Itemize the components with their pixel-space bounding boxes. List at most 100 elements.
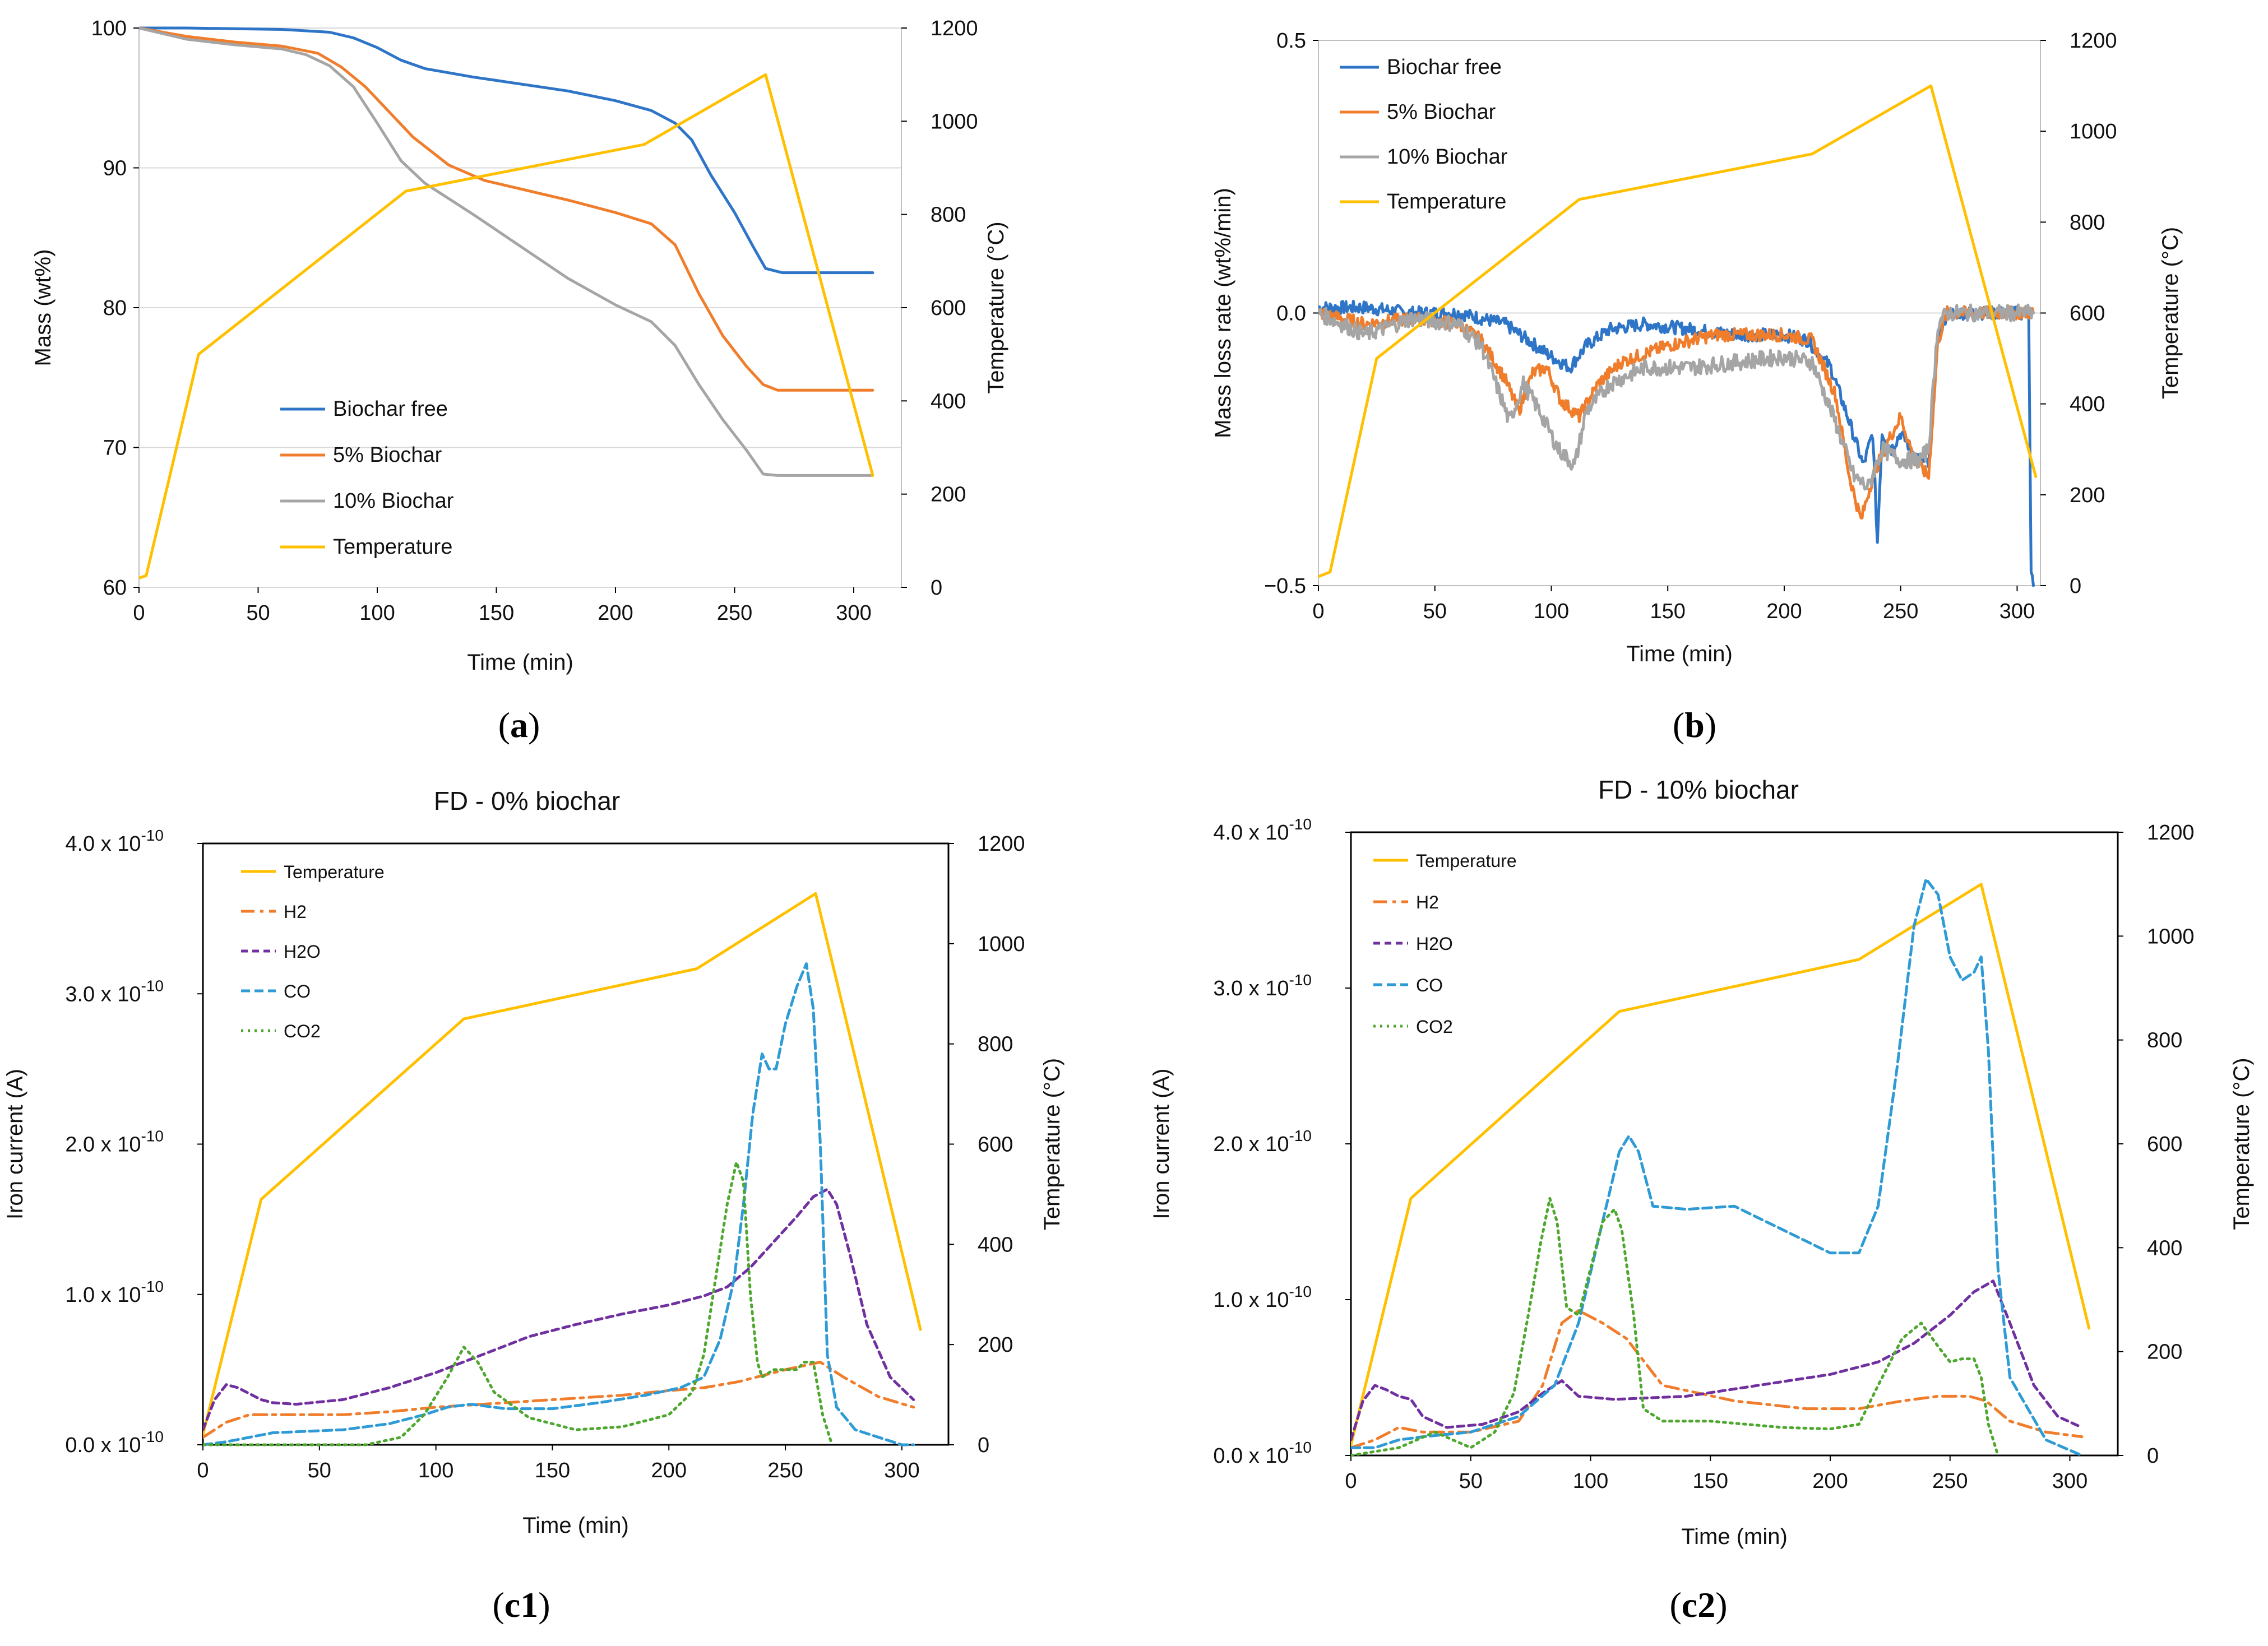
y-tick-label: 1.0 x 10-10 — [1213, 1283, 1312, 1312]
x-tick-label: 100 — [418, 1459, 453, 1482]
y-tick-label: 3.0 x 10-10 — [1213, 971, 1312, 1000]
legend-label: Temperature — [1416, 851, 1517, 871]
y2-tick-label: 600 — [978, 1133, 1013, 1157]
x-tick-label: 250 — [1932, 1469, 1968, 1493]
series-10-biochar-line — [1318, 303, 2035, 491]
x-tick-label: 0 — [133, 601, 145, 625]
y-tick-mantissa: 4.0 x 10 — [1213, 821, 1289, 845]
y-axis-title: Mass loss rate (wt%/min) — [1211, 188, 1235, 438]
panel-b: 0 50 100 150 200 250 300 −0.5 0.0 0.5 0 200 400 600 80… — [1211, 29, 2183, 745]
y2-tick-label: 1000 — [931, 110, 978, 133]
x-axis-title: Time (min) — [467, 650, 573, 675]
y2-tick-label: 1000 — [2147, 925, 2195, 948]
plot-frame — [202, 842, 950, 1446]
y-tick-exponent: -10 — [141, 827, 164, 844]
y-axis-title: Iron current (A) — [1149, 1069, 1174, 1220]
y2-tick-label: 1000 — [2070, 120, 2117, 143]
x-tick-label: 150 — [535, 1459, 570, 1482]
y-tick-mantissa: 1.0 x 10 — [1213, 1288, 1289, 1312]
series-co2-line — [203, 1161, 834, 1446]
series-co-line — [203, 962, 915, 1446]
series-co2-line — [1351, 1197, 1999, 1457]
y2-tick-label: 1200 — [931, 17, 978, 40]
y2-tick-label: 800 — [978, 1033, 1013, 1056]
caption-paren-open: ( — [492, 1585, 504, 1625]
y-tick-label: 0.0 x 10-10 — [1213, 1439, 1312, 1468]
x-tick-label: 200 — [598, 601, 633, 625]
x-tick-label: 50 — [1423, 600, 1447, 623]
caption-paren-open: ( — [498, 705, 510, 745]
legend: Temperature H2 H2O CO CO2 — [1373, 851, 1517, 1037]
x-tick-label: 200 — [1766, 600, 1802, 623]
series-temperature-line — [1318, 84, 2038, 578]
series-co-line — [1351, 877, 2084, 1457]
y-tick-mantissa: 1.0 x 10 — [65, 1283, 141, 1307]
y2-axis-title: Temperature (°C) — [984, 221, 1008, 393]
y2-tick-label: 200 — [2070, 484, 2105, 507]
panel-caption: (b) — [1673, 705, 1716, 745]
y2-tick-label: 200 — [978, 1333, 1013, 1357]
x-tick-label: 150 — [479, 601, 514, 625]
x-tick-label: 0 — [197, 1459, 209, 1482]
caption-paren-open: ( — [1673, 705, 1684, 745]
caption-paren-close: ) — [1715, 1585, 1727, 1625]
plot-frame — [1350, 831, 2119, 1457]
series-temperature-line — [139, 73, 874, 579]
y-tick-label: 80 — [103, 296, 127, 320]
legend-label: Biochar free — [333, 397, 448, 421]
y2-tick-label: 0 — [2070, 574, 2081, 598]
y-tick-mantissa: 0.0 x 10 — [1213, 1444, 1289, 1468]
y2-axis-title: Temperature (°C) — [2229, 1058, 2254, 1230]
x-tick-label: 150 — [1693, 1469, 1728, 1493]
y-tick-mantissa: 4.0 x 10 — [65, 832, 141, 856]
y-tick-exponent: -10 — [1289, 971, 1312, 989]
y2-tick-label: 200 — [2147, 1341, 2182, 1364]
y-tick-label: 60 — [103, 576, 127, 600]
y-tick-exponent: -10 — [141, 1278, 164, 1295]
y2-tick-label: 600 — [931, 296, 966, 320]
y2-tick-label: 1000 — [978, 933, 1025, 956]
y2-tick-label: 800 — [2147, 1029, 2182, 1052]
x-tick-label: 300 — [884, 1459, 919, 1482]
y-tick-mantissa: 3.0 x 10 — [1213, 977, 1289, 1000]
caption-letter: c2 — [1682, 1585, 1715, 1625]
x-axis-title: Time (min) — [1681, 1524, 1788, 1549]
y-tick-label: 0.0 — [1276, 302, 1306, 326]
caption-paren-close: ) — [528, 705, 540, 745]
y-axis-title: Iron current (A) — [3, 1069, 27, 1220]
y2-tick-label: 400 — [2070, 393, 2105, 416]
y-tick-label: 1.0 x 10-10 — [65, 1278, 164, 1307]
series-5-biochar-line — [1318, 305, 2035, 520]
legend-label: 5% Biochar — [1387, 100, 1496, 124]
legend-label: 5% Biochar — [333, 443, 442, 467]
y-tick-label: 2.0 x 10-10 — [65, 1128, 164, 1157]
x-tick-label: 150 — [1650, 600, 1686, 623]
y-tick-label: 0.0 x 10-10 — [65, 1428, 164, 1457]
legend: Temperature H2 H2O CO CO2 — [241, 862, 385, 1041]
series-5-biochar-line — [139, 26, 874, 392]
legend-label: Temperature — [1387, 190, 1506, 214]
legend-label: H2 — [284, 902, 307, 922]
y-tick-exponent: -10 — [141, 977, 164, 994]
y2-tick-label: 1200 — [978, 832, 1025, 856]
y2-tick-label: 0 — [978, 1434, 989, 1457]
y2-tick-label: 0 — [2147, 1444, 2159, 1468]
caption-paren-open: ( — [1669, 1585, 1681, 1625]
y2-tick-label: 800 — [2070, 211, 2105, 234]
legend-label: 10% Biochar — [333, 489, 454, 513]
x-tick-label: 50 — [246, 601, 270, 625]
x-tick-label: 0 — [1345, 1469, 1357, 1493]
y-tick-label: 90 — [103, 157, 127, 180]
y-tick-label: 4.0 x 10-10 — [1213, 815, 1312, 845]
x-tick-label: 300 — [2052, 1469, 2088, 1493]
chart-title: FD - 10% biochar — [1598, 775, 1799, 804]
series-h2o-line — [203, 1188, 915, 1431]
y2-tick-label: 400 — [978, 1233, 1013, 1256]
y-tick-mantissa: 0.0 x 10 — [65, 1434, 141, 1457]
legend-label: CO — [1416, 975, 1443, 995]
x-axis-title: Time (min) — [522, 1513, 629, 1538]
series-temperature-line — [203, 892, 922, 1436]
x-tick-label: 300 — [836, 601, 871, 625]
y2-tick-label: 200 — [931, 483, 966, 507]
